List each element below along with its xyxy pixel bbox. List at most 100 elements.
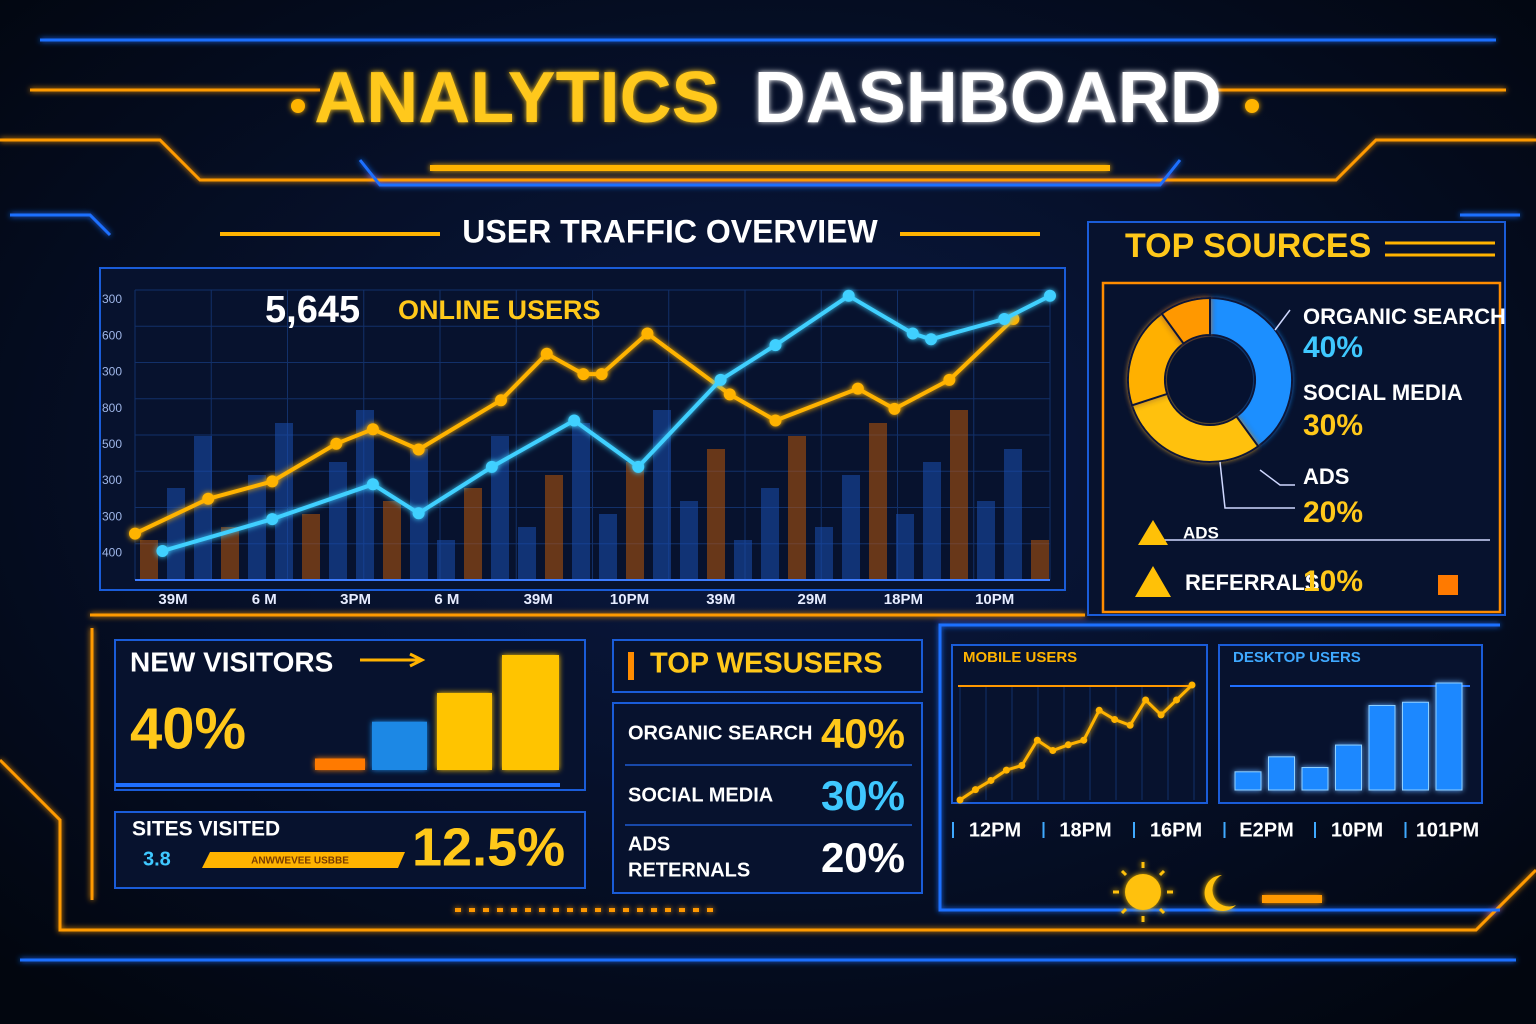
decor-bar <box>761 488 779 580</box>
series-point <box>540 347 553 360</box>
panel-box <box>114 811 586 889</box>
series-point <box>1142 696 1150 704</box>
legend-value: 30% <box>1303 409 1363 442</box>
desktop-panel: DESKTOP USERS <box>1218 644 1483 804</box>
legend-label: ADS <box>1303 464 1349 489</box>
title-accent: ANALYTICS <box>314 58 719 138</box>
decor-bar <box>599 514 617 580</box>
decor-bar <box>167 488 185 580</box>
decor-bar <box>518 527 536 580</box>
row-divider <box>625 764 912 826</box>
time-label: 101PM <box>1416 819 1479 841</box>
x-tick-label: 10PM <box>975 591 1014 608</box>
decor-bar <box>464 488 482 580</box>
panel-title: NEW VISITORS <box>130 646 333 677</box>
decor-bar <box>842 475 860 580</box>
time-label: E2PM <box>1239 819 1293 841</box>
decor-bar <box>815 527 833 580</box>
y-tick-label: 300 <box>102 365 122 379</box>
series-point <box>1095 706 1103 714</box>
x-tick-label: 6 M <box>434 591 459 608</box>
y-tick-label: 800 <box>102 401 122 415</box>
row-value: 20% <box>821 834 905 881</box>
decor-bar <box>356 410 374 580</box>
series-point <box>1111 716 1119 723</box>
x-tick-label: 39M <box>706 591 735 608</box>
series-point <box>714 373 727 386</box>
series-point <box>769 339 782 352</box>
bar-text: ANWWEVEE USBBE <box>251 856 349 867</box>
new-visitors-panel: NEW VISITORS 40% <box>114 639 586 791</box>
decor-bar <box>383 501 401 580</box>
x-tick-label: 6 M <box>252 591 277 608</box>
title-rule <box>1385 241 1495 257</box>
bar <box>1234 771 1262 791</box>
headline-label: ONLINE USERS <box>398 295 601 325</box>
warning-icon <box>1138 520 1168 545</box>
series-point <box>266 475 279 488</box>
legend-label: REFERRALS <box>1185 570 1319 595</box>
traffic-panel: USER TRAFFIC OVERVIEW 300600300800500300… <box>99 213 1066 608</box>
legend-label: SOCIAL MEDIA <box>1303 380 1463 405</box>
decor-bar <box>545 475 563 580</box>
time-label: 12PM <box>969 819 1021 841</box>
time-label: 18PM <box>1059 819 1111 841</box>
panel-title: USER TRAFFIC OVERVIEW <box>462 213 878 249</box>
decor-bar <box>329 462 347 580</box>
series-point <box>906 327 919 340</box>
series-point <box>769 414 782 427</box>
series-point <box>1033 736 1041 744</box>
series-point <box>1126 721 1134 729</box>
time-label: 16PM <box>1150 819 1202 841</box>
x-tick-label: 39M <box>524 591 553 608</box>
series-point <box>888 402 901 415</box>
headline-value: 5,645 <box>265 289 360 331</box>
decor-bar <box>221 527 239 580</box>
series-point <box>495 394 507 407</box>
decor-bar <box>626 462 644 580</box>
series-point <box>842 289 855 302</box>
bar <box>372 721 427 770</box>
donut-slice <box>1209 296 1293 448</box>
bar <box>502 655 559 770</box>
progress-bar <box>202 852 405 868</box>
stat-percent: 12.5% <box>412 817 565 877</box>
bottom-icons <box>455 862 1322 922</box>
series-point <box>202 492 215 505</box>
decor-bar <box>896 514 914 580</box>
y-tick-label: 400 <box>102 546 122 560</box>
decor-bar <box>788 436 806 580</box>
time-labels: 12PM 18PM 16PM E2PM 10PM 101PM <box>952 819 1479 841</box>
table-box <box>612 702 923 894</box>
series-point <box>1049 747 1057 755</box>
series-point <box>366 423 379 436</box>
x-tick-label: 10PM <box>610 591 649 608</box>
decor <box>1438 575 1458 595</box>
series-point <box>1188 681 1196 689</box>
row-label: RETERNALS <box>628 859 750 881</box>
decor-bar <box>572 423 590 580</box>
donut-slice <box>1130 392 1260 464</box>
y-tick-label: 300 <box>102 292 122 306</box>
decor-bar <box>194 436 212 580</box>
series-point <box>266 513 279 526</box>
x-tick-label: 39M <box>158 591 187 608</box>
x-tick-label: 29M <box>798 591 827 608</box>
panel-title: DESKTOP USERS <box>1233 649 1361 666</box>
bar <box>1335 744 1362 791</box>
series-point <box>330 437 343 450</box>
series-point <box>129 527 141 540</box>
decor-bar <box>923 462 941 580</box>
legend-value: 10% <box>1303 565 1363 598</box>
series-point <box>925 333 938 346</box>
decor-bar <box>1031 540 1049 580</box>
headline-value: 40% <box>130 696 246 761</box>
y-tick-label: 600 <box>102 328 122 342</box>
series-point <box>943 373 956 386</box>
series-point <box>412 443 425 456</box>
mobile-panel: MOBILE USERS <box>951 644 1208 804</box>
series-point <box>851 382 864 395</box>
plot-area: 300 600 300 800 500 300 300 400 39M 6 M 3PM 6 M 39M 1… <box>102 289 1056 608</box>
line-chart <box>956 681 1196 804</box>
series-point <box>641 327 654 340</box>
